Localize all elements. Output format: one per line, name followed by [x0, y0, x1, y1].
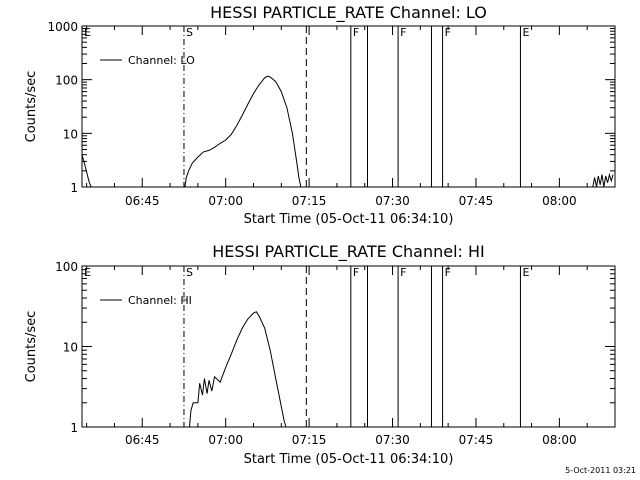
- event-marker-label: S: [186, 266, 193, 279]
- panel-lo-channel: HESSI PARTICLE_RATE Channel: LO 1 10 100 100…: [24, 3, 616, 227]
- chart-title: HESSI PARTICLE_RATE Channel: HI: [212, 242, 485, 262]
- data-line: [592, 172, 614, 188]
- x-axis-label: Start Time (05-Oct-11 06:34:10): [244, 212, 454, 227]
- event-marker-label: F: [445, 266, 451, 279]
- plot-timestamp: 5-Oct-2011 03:21: [565, 466, 636, 475]
- event-marker-label: F: [400, 266, 406, 279]
- x-tick-label: 07:45: [459, 194, 494, 208]
- x-tick-label: 07:00: [208, 194, 243, 208]
- y-tick-label: 1: [70, 181, 78, 195]
- y-tick-label: 10: [63, 341, 78, 355]
- event-marker-label: E: [522, 26, 529, 39]
- y-axis-label: Counts/sec: [24, 311, 39, 383]
- y-tick-label: 100: [55, 260, 78, 274]
- data-line: [184, 75, 302, 188]
- event-marker-label: E: [84, 26, 91, 39]
- legend-entry: Channel: LO: [128, 54, 195, 67]
- event-marker-label: F: [353, 266, 359, 279]
- x-tick-label: 06:45: [125, 433, 160, 447]
- event-marker-label: F: [353, 26, 359, 39]
- x-tick-label: 07:15: [292, 433, 327, 447]
- data-line: [81, 154, 92, 188]
- legend-entry: Channel: HI: [128, 294, 192, 307]
- y-tick-label: 1000: [47, 20, 78, 34]
- x-tick-label: 08:00: [542, 433, 577, 447]
- y-tick-label: 10: [63, 127, 78, 141]
- x-tick-label: 06:45: [125, 194, 160, 208]
- x-tick-label: 08:00: [542, 194, 577, 208]
- x-tick-label: 07:15: [292, 194, 327, 208]
- x-tick-label: 07:30: [375, 433, 410, 447]
- chart-title: HESSI PARTICLE_RATE Channel: LO: [210, 3, 487, 23]
- event-marker-label: E: [522, 266, 529, 279]
- y-tick-label: 100: [55, 74, 78, 88]
- x-tick-label: 07:30: [375, 194, 410, 208]
- x-axis-label: Start Time (05-Oct-11 06:34:10): [244, 452, 454, 467]
- data-line: [189, 311, 287, 428]
- event-marker-label: F: [400, 26, 406, 39]
- y-axis-label: Counts/sec: [24, 71, 39, 143]
- x-tick-label: 07:45: [459, 433, 494, 447]
- event-marker-label: E: [84, 266, 91, 279]
- event-marker-label: F: [445, 26, 451, 39]
- event-marker-label: S: [186, 26, 193, 39]
- x-tick-label: 07:00: [208, 433, 243, 447]
- y-tick-label: 1: [70, 421, 78, 435]
- panel-hi-channel: HESSI PARTICLE_RATE Channel: HI 1 10 100 06:…: [24, 242, 616, 467]
